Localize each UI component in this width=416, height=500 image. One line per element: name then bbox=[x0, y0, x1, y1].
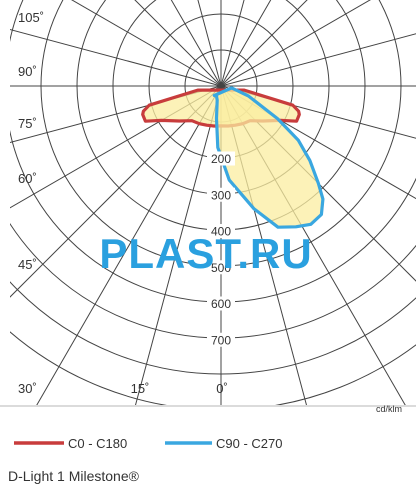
grid-circle bbox=[10, 281, 416, 375]
angle-label: 90˚ bbox=[18, 64, 37, 79]
grid-spoke bbox=[135, 85, 222, 405]
grid-spoke bbox=[220, 0, 371, 87]
angle-label: 60˚ bbox=[18, 171, 37, 186]
curve-series-1 bbox=[212, 86, 325, 229]
radial-label-bg bbox=[207, 151, 235, 166]
radial-tick-label: 700 bbox=[211, 333, 231, 347]
grid-spoke bbox=[220, 0, 245, 87]
grid-spoke bbox=[10, 28, 222, 87]
angle-label: 15˚ bbox=[131, 381, 150, 396]
radial-tick-label: 200 bbox=[211, 152, 231, 166]
grid-spoke bbox=[220, 0, 272, 87]
radial-tick-labels: 200 300 400 500 600 700 bbox=[207, 151, 235, 347]
angle-labels: 105˚ 90˚ 75˚ 60˚ 45˚ 30˚ 15˚ 0˚ bbox=[18, 10, 228, 396]
radial-tick-label: 500 bbox=[211, 261, 231, 275]
radial-label-bg bbox=[207, 296, 235, 311]
intensity-curves bbox=[141, 86, 325, 229]
radial-tick-label: 300 bbox=[211, 188, 231, 202]
grid-spoke bbox=[36, 85, 222, 405]
grid-spoke bbox=[71, 0, 222, 87]
radial-label-bg bbox=[207, 260, 235, 275]
radial-label-bg bbox=[207, 187, 235, 202]
watermark-text: PLAST.RU bbox=[99, 230, 312, 277]
grid-spoke bbox=[170, 0, 222, 87]
grid-spoke bbox=[220, 0, 308, 87]
legend-label-c0: C0 - C180 bbox=[68, 436, 127, 451]
angle-label: 105˚ bbox=[18, 10, 44, 25]
grid-spoke bbox=[134, 0, 222, 87]
angle-label: 30˚ bbox=[18, 381, 37, 396]
radial-label-bg bbox=[207, 224, 235, 238]
grid-spoke bbox=[220, 33, 416, 87]
radial-label-bg bbox=[207, 332, 235, 347]
grid-circle bbox=[10, 331, 416, 405]
legend: C0 - C180 C90 - C270 bbox=[14, 436, 282, 451]
angle-label: 45˚ bbox=[18, 257, 37, 272]
grid-spoke bbox=[197, 0, 222, 87]
radial-tick-label: 600 bbox=[211, 297, 231, 311]
angle-label: 75˚ bbox=[18, 116, 37, 131]
radial-tick-label: 400 bbox=[211, 225, 231, 239]
product-title: D-Light 1 Milestone® bbox=[8, 468, 140, 484]
angle-label: 0˚ bbox=[216, 381, 228, 396]
legend-label-c90: C90 - C270 bbox=[216, 436, 282, 451]
unit-label: cd/klm bbox=[376, 404, 402, 414]
grid-spoke bbox=[10, 85, 222, 298]
